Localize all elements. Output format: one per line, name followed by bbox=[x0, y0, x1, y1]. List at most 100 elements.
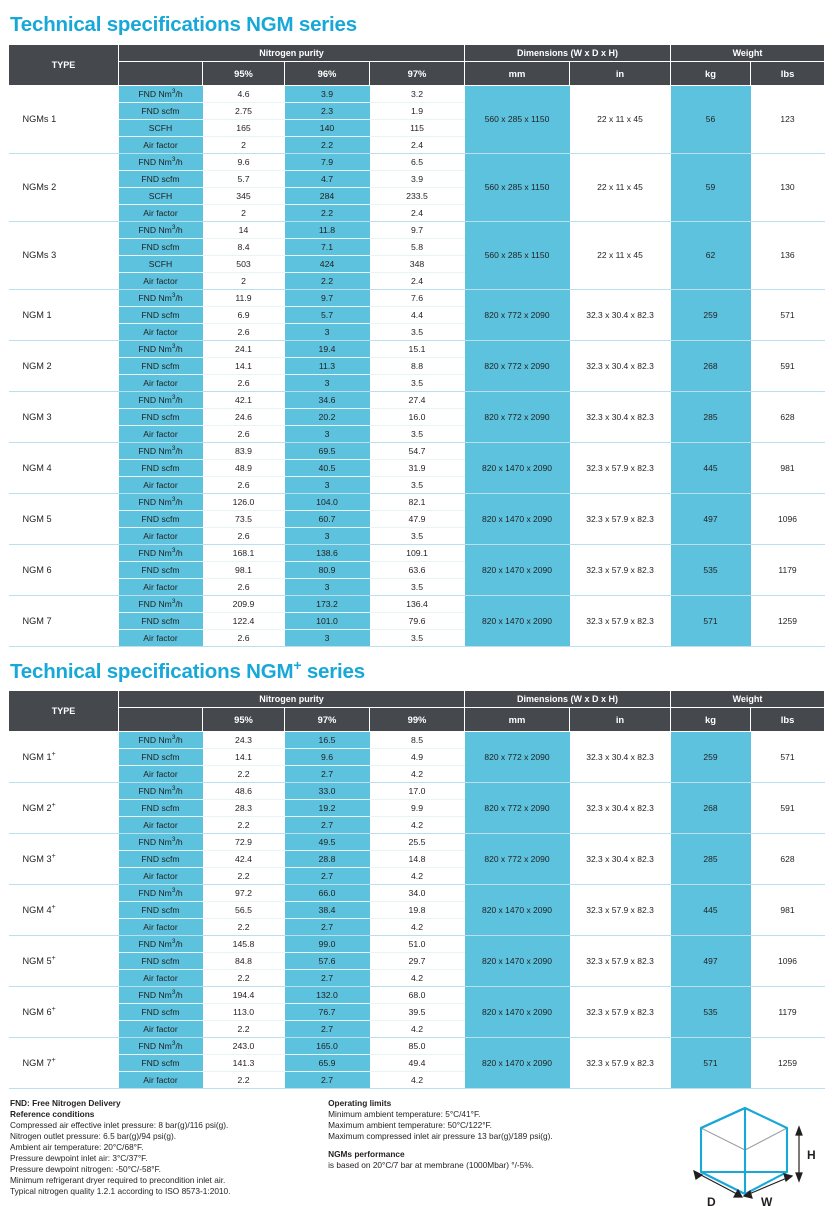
table-row: NGM 2 FND Nm3/h 24.1 19.4 15.1 820 x 772 x 20… bbox=[8, 340, 825, 392]
data-cell-weight-lbs: 1096 bbox=[750, 935, 825, 988]
row-parameter-label: Air factor bbox=[118, 272, 203, 290]
row-parameter-label: FND scfm bbox=[118, 612, 203, 630]
data-cell-purity-2: 2.7 bbox=[284, 1020, 370, 1039]
row-parameter-label: FND scfm bbox=[118, 459, 203, 477]
data-cell-purity-2: 11.3 bbox=[284, 357, 370, 375]
data-cell-dimensions-mm: 820 x 1470 x 2090 bbox=[464, 986, 570, 1039]
data-cell-weight-lbs: 1259 bbox=[750, 595, 825, 647]
table-row: Air factor 2.6 3 3.5 bbox=[9, 374, 825, 392]
data-cell-purity-1: 2.2 bbox=[202, 867, 285, 886]
row-parameter-label: Air factor bbox=[118, 816, 203, 835]
data-cell-purity-2: 424 bbox=[284, 255, 370, 273]
data-cell-dimensions-in: 32.3 x 57.9 x 82.3 bbox=[569, 442, 671, 494]
data-cell-purity-3: 39.5 bbox=[369, 1003, 465, 1022]
table-row: FND scfm 113.0 76.7 39.5 bbox=[9, 1003, 825, 1022]
data-cell-purity-2: 3 bbox=[284, 425, 370, 443]
table-row: Air factor 2.6 3 3.5 bbox=[9, 527, 825, 545]
table-row: FND scfm 8.4 7.1 5.8 bbox=[9, 238, 825, 256]
spacer bbox=[328, 1142, 684, 1149]
data-cell-purity-2: 2.2 bbox=[284, 136, 370, 154]
col-header-weight: Weight bbox=[670, 43, 826, 62]
table-header: TYPE Nitrogen purity Dimensions (W x D x… bbox=[8, 690, 826, 733]
row-parameter-label: FND scfm bbox=[118, 901, 203, 920]
data-cell-purity-3: 3.9 bbox=[369, 170, 465, 188]
row-parameter-label: FND Nm3/h bbox=[118, 935, 203, 954]
data-cell-purity-3: 8.8 bbox=[369, 357, 465, 375]
table-row: SCFH 345 284 233.5 bbox=[9, 187, 825, 205]
col-header-type: TYPE bbox=[8, 690, 119, 733]
data-cell-dimensions-mm: 820 x 1470 x 2090 bbox=[464, 884, 570, 937]
data-cell-weight-kg: 535 bbox=[670, 544, 751, 596]
data-cell-dimensions-in: 32.3 x 30.4 x 82.3 bbox=[569, 340, 671, 392]
table-row: FND scfm 56.5 38.4 19.8 bbox=[9, 901, 825, 920]
row-parameter-label: Air factor bbox=[118, 629, 203, 647]
data-cell-purity-2: 4.7 bbox=[284, 170, 370, 188]
table-row: NGM 7+ FND Nm3/h 243.0 165.0 85.0 820 x 1470 … bbox=[8, 1037, 825, 1090]
data-cell-purity-2: 2.7 bbox=[284, 765, 370, 784]
data-cell-weight-lbs: 136 bbox=[750, 221, 825, 290]
spec-table-ngm-series: TYPE Nitrogen purity Dimensions (W x D x… bbox=[8, 43, 826, 647]
col-header-weight-kg: kg bbox=[670, 60, 752, 86]
data-cell-purity-1: 84.8 bbox=[202, 952, 285, 971]
data-cell-weight-kg: 56 bbox=[670, 85, 751, 154]
data-cell-purity-2: 104.0 bbox=[284, 493, 370, 511]
reference-line: Typical nitrogen quality 1.2.1 according… bbox=[10, 1186, 231, 1197]
table-row: Air factor 2 2.2 2.4 bbox=[9, 204, 825, 222]
cube-visible-edges-icon bbox=[699, 1107, 788, 1196]
data-cell-dimensions-in: 32.3 x 57.9 x 82.3 bbox=[569, 544, 671, 596]
data-cell-purity-2: 57.6 bbox=[284, 952, 370, 971]
cube-dimensions-icon: H W D bbox=[692, 1107, 816, 1206]
data-cell-dimensions-in: 32.3 x 57.9 x 82.3 bbox=[569, 1037, 671, 1090]
table-row: SCFH 165 140 115 bbox=[9, 119, 825, 137]
data-cell-dimensions-mm: 820 x 772 x 2090 bbox=[464, 340, 570, 392]
data-cell-weight-lbs: 981 bbox=[750, 884, 825, 937]
row-parameter-label: Air factor bbox=[118, 1071, 203, 1090]
table-row: FND scfm 73.5 60.7 47.9 bbox=[9, 510, 825, 528]
row-parameter-label: Air factor bbox=[118, 578, 203, 596]
data-cell-purity-2: 9.6 bbox=[284, 748, 370, 767]
data-cell-purity-3: 4.2 bbox=[369, 1071, 465, 1090]
data-cell-purity-3: 8.5 bbox=[369, 731, 465, 750]
data-cell-dimensions-in: 32.3 x 57.9 x 82.3 bbox=[569, 884, 671, 937]
table-row: Air factor 2.2 2.7 4.2 bbox=[9, 918, 825, 937]
data-cell-purity-1: 2.2 bbox=[202, 1020, 285, 1039]
data-cell-purity-2: 99.0 bbox=[284, 935, 370, 954]
data-cell-weight-lbs: 1096 bbox=[750, 493, 825, 545]
row-parameter-label: FND scfm bbox=[118, 102, 203, 120]
data-cell-dimensions-mm: 820 x 1470 x 2090 bbox=[464, 442, 570, 494]
data-cell-purity-3: 4.4 bbox=[369, 306, 465, 324]
row-parameter-label: FND scfm bbox=[118, 952, 203, 971]
table-row: Air factor 2.6 3 3.5 bbox=[9, 578, 825, 596]
data-cell-purity-2: 9.7 bbox=[284, 289, 370, 307]
data-cell-purity-1: 243.0 bbox=[202, 1037, 285, 1056]
data-cell-dimensions-in: 32.3 x 30.4 x 82.3 bbox=[569, 833, 671, 886]
table-row: Air factor 2 2.2 2.4 bbox=[9, 272, 825, 290]
data-cell-purity-2: 3.9 bbox=[284, 85, 370, 103]
table-header: TYPE Nitrogen purity Dimensions (W x D x… bbox=[8, 43, 826, 86]
data-cell-dimensions-mm: 820 x 772 x 2090 bbox=[464, 289, 570, 341]
data-cell-weight-lbs: 1259 bbox=[750, 1037, 825, 1090]
table-row: FND scfm 42.4 28.8 14.8 bbox=[9, 850, 825, 869]
row-parameter-label: Air factor bbox=[118, 476, 203, 494]
table-row: FND scfm 5.7 4.7 3.9 bbox=[9, 170, 825, 188]
col-header-dimensions: Dimensions (W x D x H) bbox=[463, 43, 672, 62]
data-cell-purity-2: 20.2 bbox=[284, 408, 370, 426]
table-row: NGM 1 FND Nm3/h 11.9 9.7 7.6 820 x 772 x 2090… bbox=[8, 289, 825, 341]
data-cell-purity-3: 109.1 bbox=[369, 544, 465, 562]
title-suffix: series bbox=[301, 659, 365, 683]
row-header-type: NGM 2 bbox=[8, 340, 119, 392]
row-parameter-label: FND Nm3/h bbox=[118, 289, 203, 307]
row-parameter-label: FND Nm3/h bbox=[118, 731, 203, 750]
data-cell-purity-3: 51.0 bbox=[369, 935, 465, 954]
data-cell-purity-3: 1.9 bbox=[369, 102, 465, 120]
data-cell-dimensions-in: 32.3 x 57.9 x 82.3 bbox=[569, 986, 671, 1039]
row-parameter-label: FND Nm3/h bbox=[118, 153, 203, 171]
data-cell-dimensions-in: 32.3 x 57.9 x 82.3 bbox=[569, 935, 671, 988]
data-cell-purity-3: 4.2 bbox=[369, 1020, 465, 1039]
data-cell-purity-1: 113.0 bbox=[202, 1003, 285, 1022]
depth-label: D bbox=[707, 1195, 716, 1206]
row-parameter-label: FND Nm3/h bbox=[118, 544, 203, 562]
row-header-type: NGM 4+ bbox=[8, 884, 119, 937]
row-parameter-label: Air factor bbox=[118, 425, 203, 443]
